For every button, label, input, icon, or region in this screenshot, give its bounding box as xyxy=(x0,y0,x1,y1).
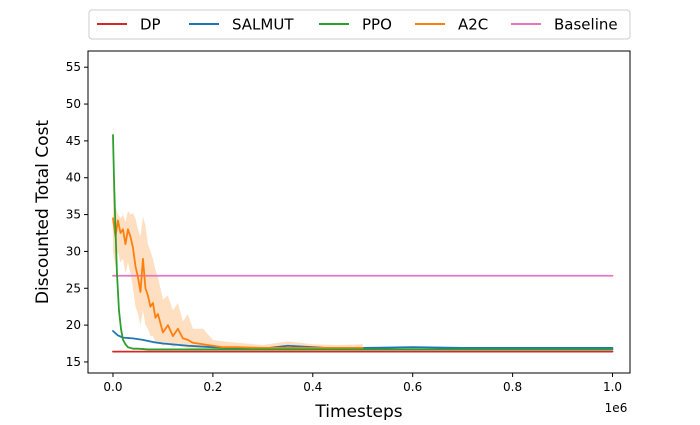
chart-legend: DP SALMUT PPO A2C Baseline xyxy=(88,9,631,40)
legend-frame xyxy=(88,9,631,40)
band-a2c xyxy=(112,126,363,350)
y-tick-label: 40 xyxy=(66,171,81,185)
x-axis-ticks: 0.0 0.2 0.4 0.6 0.8 1.0 xyxy=(103,373,622,394)
y-tick-label: 50 xyxy=(66,97,81,111)
x-tick-label: 0.6 xyxy=(403,380,422,394)
series-lines xyxy=(112,134,614,353)
y-axis-ticks: 15 20 25 30 35 40 45 50 55 xyxy=(66,60,88,369)
legend-label-baseline: Baseline xyxy=(554,16,618,34)
y-axis-label: Discounted Total Cost xyxy=(33,120,53,305)
y-tick-label: 45 xyxy=(66,134,81,148)
series-line-ppo xyxy=(112,134,614,351)
x-tick-label: 0.4 xyxy=(303,380,322,394)
y-tick-label: 20 xyxy=(66,318,81,332)
confidence-bands xyxy=(112,126,363,350)
plot-frame xyxy=(87,50,631,374)
legend-label-salmut: SALMUT xyxy=(232,16,294,34)
x-tick-label: 1.0 xyxy=(603,380,622,394)
y-tick-label: 25 xyxy=(66,281,81,295)
y-tick-label: 35 xyxy=(66,208,81,222)
x-tick-label: 0.0 xyxy=(103,380,122,394)
legend-label-ppo: PPO xyxy=(362,16,392,34)
y-tick-label: 15 xyxy=(66,355,81,369)
legend-label-a2c: A2C xyxy=(458,16,488,34)
y-tick-label: 55 xyxy=(66,60,81,74)
x-tick-label: 0.2 xyxy=(203,380,222,394)
x-axis-label: Timesteps xyxy=(314,402,402,420)
legend-label-dp: DP xyxy=(140,16,161,34)
series-line-a2c xyxy=(112,217,364,349)
x-axis-offset-label: 1e6 xyxy=(605,401,628,415)
x-tick-label: 0.8 xyxy=(503,380,522,394)
y-tick-label: 30 xyxy=(66,244,81,258)
